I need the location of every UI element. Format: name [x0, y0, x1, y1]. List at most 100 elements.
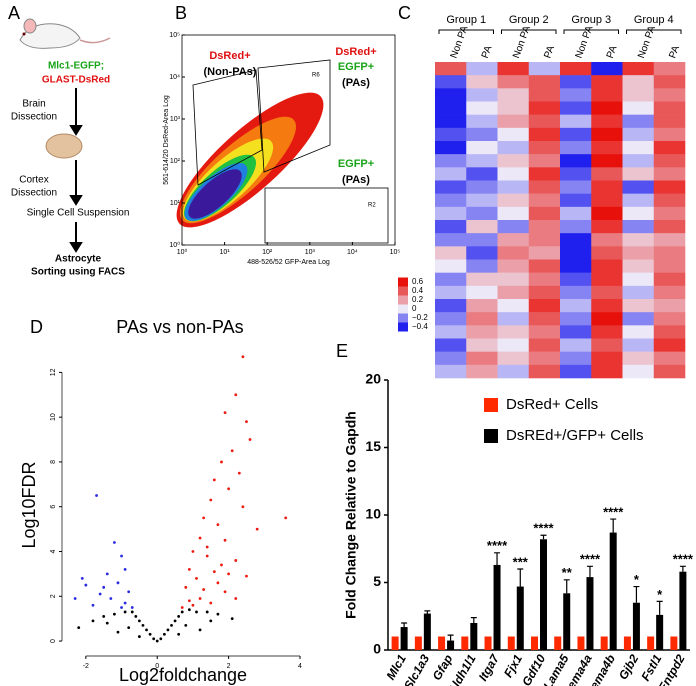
- heatmap-cell: [528, 154, 561, 168]
- heatmap-cell: [528, 206, 561, 221]
- gate-name: R2: [368, 203, 376, 209]
- significance: *: [657, 587, 663, 602]
- point: [177, 615, 181, 618]
- point: [109, 597, 113, 600]
- step: Single Cell Suspension: [27, 208, 130, 219]
- heatmap-cell: [466, 272, 498, 287]
- heatmap-cell: [497, 312, 530, 326]
- point: [216, 581, 220, 585]
- point: [130, 606, 134, 609]
- heatmap-cell: [528, 180, 561, 194]
- bar: [563, 593, 571, 650]
- point: [113, 541, 116, 544]
- heatmap-cell: [622, 180, 655, 194]
- heatmap-cell: [622, 114, 655, 129]
- y-tick-label: 10²: [170, 158, 181, 165]
- heatmap-cell: [591, 193, 623, 208]
- y-tick-label: 12: [50, 368, 57, 376]
- heatmap-cell: [653, 75, 686, 89]
- error-bar: [494, 552, 501, 565]
- point: [105, 572, 109, 576]
- point: [187, 608, 191, 612]
- heatmap-cell: [622, 272, 655, 287]
- gate-annotation: (Non-PAs): [204, 66, 257, 78]
- point: [220, 460, 223, 464]
- point: [166, 628, 170, 632]
- heatmap-cell: [528, 325, 561, 339]
- bar: [586, 577, 594, 650]
- step: Dissection: [11, 112, 57, 123]
- x-tick-label: 10¹: [220, 249, 231, 256]
- heatmap-cell: [591, 325, 623, 339]
- point: [148, 632, 152, 636]
- significance: ****: [487, 538, 508, 553]
- heatmap-cell: [622, 101, 655, 115]
- y-tick-label: 4: [50, 549, 57, 553]
- heatmap-cell: [435, 75, 467, 89]
- point: [223, 538, 227, 542]
- heatmap-cell: [653, 299, 686, 313]
- heatmap-cell: [653, 259, 686, 273]
- error-bar: [563, 579, 570, 594]
- heatmap-cell: [528, 167, 561, 181]
- heatmap-cell: [466, 206, 498, 221]
- point: [205, 610, 209, 614]
- heatmap-cell: [560, 259, 592, 273]
- colorbar-swatch: [398, 277, 408, 287]
- point: [223, 590, 227, 594]
- heatmap-cell: [622, 193, 655, 208]
- heatmap-cell: [591, 259, 623, 273]
- heatmap-cell: [435, 259, 467, 273]
- heatmap-cell: [528, 285, 561, 300]
- colorbar-label: 0.6: [412, 277, 424, 286]
- point: [212, 478, 216, 482]
- heatmap-cell: [466, 180, 498, 194]
- step: Brain: [22, 99, 45, 110]
- heatmap-cell: [435, 127, 467, 142]
- point: [116, 581, 120, 585]
- heatmap-cell: [591, 206, 623, 221]
- heatmap-cell: [435, 220, 467, 234]
- point: [184, 623, 188, 627]
- heatmap-cell: [653, 351, 686, 366]
- heatmap-cell: [466, 233, 498, 247]
- colorbar-label: −0.4: [412, 322, 428, 331]
- heatmap-cell: [653, 127, 686, 142]
- heatmap-cell: [622, 141, 655, 155]
- heatmap-cell: [622, 154, 655, 168]
- column-label: PA: [667, 44, 682, 60]
- heatmap-cell: [497, 272, 530, 287]
- heatmap-cell: [528, 272, 561, 287]
- heatmap-cell: [435, 246, 467, 260]
- heatmap-cell: [528, 233, 561, 247]
- point: [234, 393, 238, 397]
- heatmap-cell: [560, 101, 592, 115]
- heatmap-cell: [591, 220, 623, 234]
- point: [95, 494, 98, 497]
- heatmap-cell: [435, 62, 467, 76]
- x-tick-label: 10⁴: [347, 249, 358, 256]
- heatmap-cell: [560, 62, 592, 76]
- heatmap-cell: [622, 62, 655, 76]
- heatmap-cell: [528, 220, 561, 234]
- colorbar-swatch: [398, 286, 408, 296]
- heatmap-cell: [497, 364, 530, 379]
- gate-annotation: EGFP+: [338, 158, 374, 170]
- heatmap-cell: [560, 127, 592, 142]
- x-tick-label: -2: [83, 663, 89, 670]
- brain-icon: [45, 133, 83, 159]
- legend-label: DsREd+/GFP+ Cells: [506, 427, 644, 444]
- heatmap-cell: [591, 246, 623, 260]
- heatmap-cell: [622, 127, 655, 142]
- heatmap-cell: [497, 193, 530, 208]
- colorbar-swatch: [398, 322, 408, 332]
- heatmap-cell: [435, 206, 467, 221]
- point: [91, 619, 95, 623]
- heatmap-cell: [466, 259, 498, 273]
- bar: [391, 636, 399, 650]
- point: [137, 619, 141, 623]
- heatmap-cell: [466, 325, 498, 339]
- point: [227, 487, 231, 491]
- panel-label: B: [175, 3, 187, 23]
- point: [227, 572, 231, 576]
